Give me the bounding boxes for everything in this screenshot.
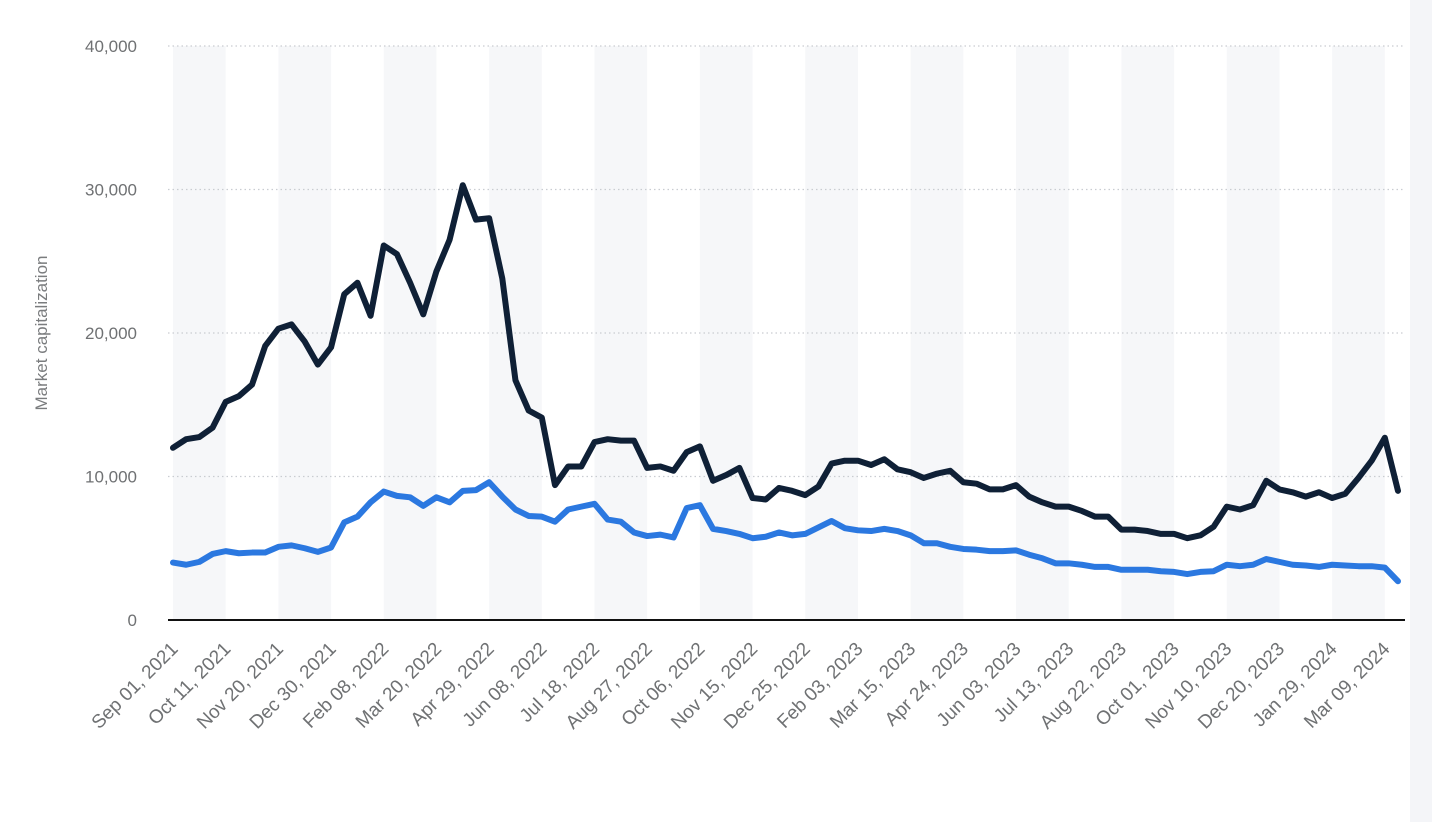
background-band: [1121, 46, 1175, 620]
y-axis-ticks: 0 10,000 20,000 30,000 40,000: [85, 37, 137, 630]
y-tick-label: 30,000: [85, 181, 137, 200]
series-line-2: [170, 479, 1401, 585]
y-tick-label: 20,000: [85, 324, 137, 343]
series-lines: [170, 182, 1401, 585]
y-tick-label: 0: [128, 611, 137, 630]
background-band: [383, 46, 437, 620]
y-tick-label: 40,000: [85, 37, 137, 56]
right-edge-shade: [1410, 0, 1432, 822]
gridlines: [168, 45, 1405, 478]
background-band: [910, 46, 964, 620]
background-band: [1332, 46, 1385, 620]
y-tick-label: 10,000: [85, 468, 137, 487]
y-axis-label: Market capitalization: [32, 256, 51, 411]
series-line-1: [170, 182, 1401, 542]
background-band: [805, 46, 858, 620]
